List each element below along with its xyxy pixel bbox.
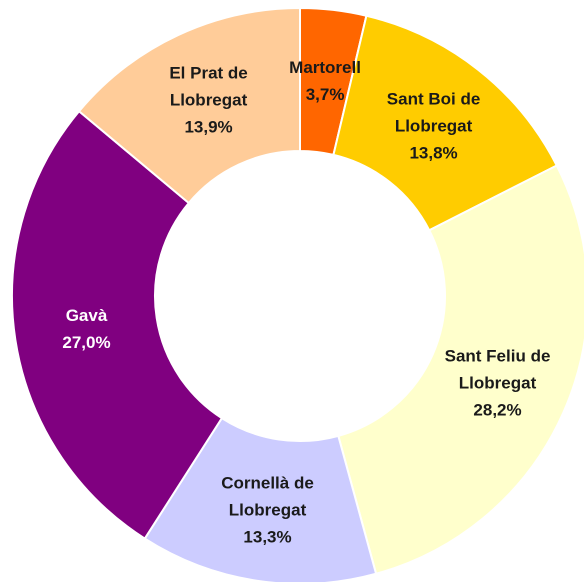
value-label: 13,3% (243, 527, 292, 547)
value-label: 13,9% (184, 117, 233, 137)
category-label: Sant Boi de Llobregat (386, 89, 481, 136)
slice-label: Cornellà de Llobregat 13,3% (198, 469, 338, 550)
donut-slice (143, 416, 378, 582)
value-label: 27,0% (62, 332, 111, 352)
value-label: 28,2% (473, 400, 522, 420)
donut-slice (77, 6, 301, 205)
value-label: 13,8% (409, 143, 458, 163)
slice-label: Sant Boi de Llobregat 13,8% (364, 86, 504, 167)
slice-label: Gavà 27,0% (17, 302, 157, 356)
donut-slice (11, 109, 224, 540)
slice-label: El Prat de Llobregat 13,9% (139, 60, 279, 141)
donut-slice (332, 14, 559, 232)
slice-label: Sant Feliu de Llobregat 28,2% (428, 343, 568, 424)
category-label: Martorell (289, 58, 361, 78)
donut-slice (337, 164, 584, 576)
category-label: El Prat de Llobregat (169, 63, 248, 110)
value-label: 3,7% (305, 85, 345, 105)
category-label: Sant Feliu de Llobregat (444, 346, 551, 393)
category-label: Cornellà de Llobregat (221, 473, 314, 520)
slice-label: Martorell 3,7% (255, 54, 395, 108)
category-label: Gavà (65, 305, 108, 325)
